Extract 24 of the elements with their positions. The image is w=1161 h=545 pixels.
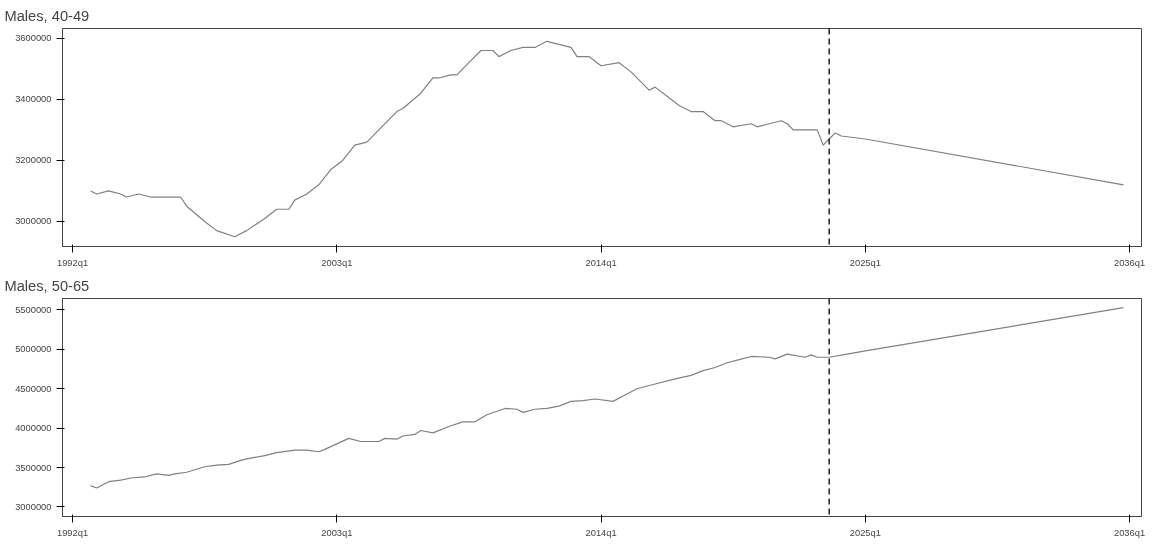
y-tick-label: 3400000 (15, 94, 52, 105)
y-tick-label: 3000000 (15, 501, 52, 512)
y-tick-label: 3500000 (15, 462, 52, 473)
line-series (89, 40, 1125, 238)
x-tick-label: 2036q1 (1113, 527, 1146, 538)
chart-title: Males, 50-65 (4, 277, 90, 294)
y-tick-label: 3600000 (15, 33, 52, 44)
x-tick-label: 1992q1 (57, 257, 89, 268)
y-tick-label: 5500000 (15, 305, 52, 315)
y-tick-label: 4500000 (15, 383, 52, 394)
y-tick-label: 3200000 (15, 155, 52, 166)
x-tick-label: 2025q1 (849, 257, 881, 268)
y-tick-label: 5000000 (15, 344, 52, 355)
y-tick-label: 3000000 (15, 216, 52, 227)
x-tick-label: 2003q1 (321, 527, 353, 538)
x-tick-label: 2036q1 (1113, 257, 1146, 268)
x-tick-label: 2003q1 (321, 257, 353, 268)
x-tick-label: 2014q1 (585, 257, 617, 268)
x-tick-label: 2025q1 (849, 527, 881, 538)
line-series (89, 307, 1125, 489)
x-tick-label: 1992q1 (57, 527, 89, 538)
x-tick-label: 2014q1 (585, 527, 617, 538)
y-tick-label: 4000000 (15, 423, 52, 434)
chart-title: Males, 40-49 (4, 7, 90, 24)
